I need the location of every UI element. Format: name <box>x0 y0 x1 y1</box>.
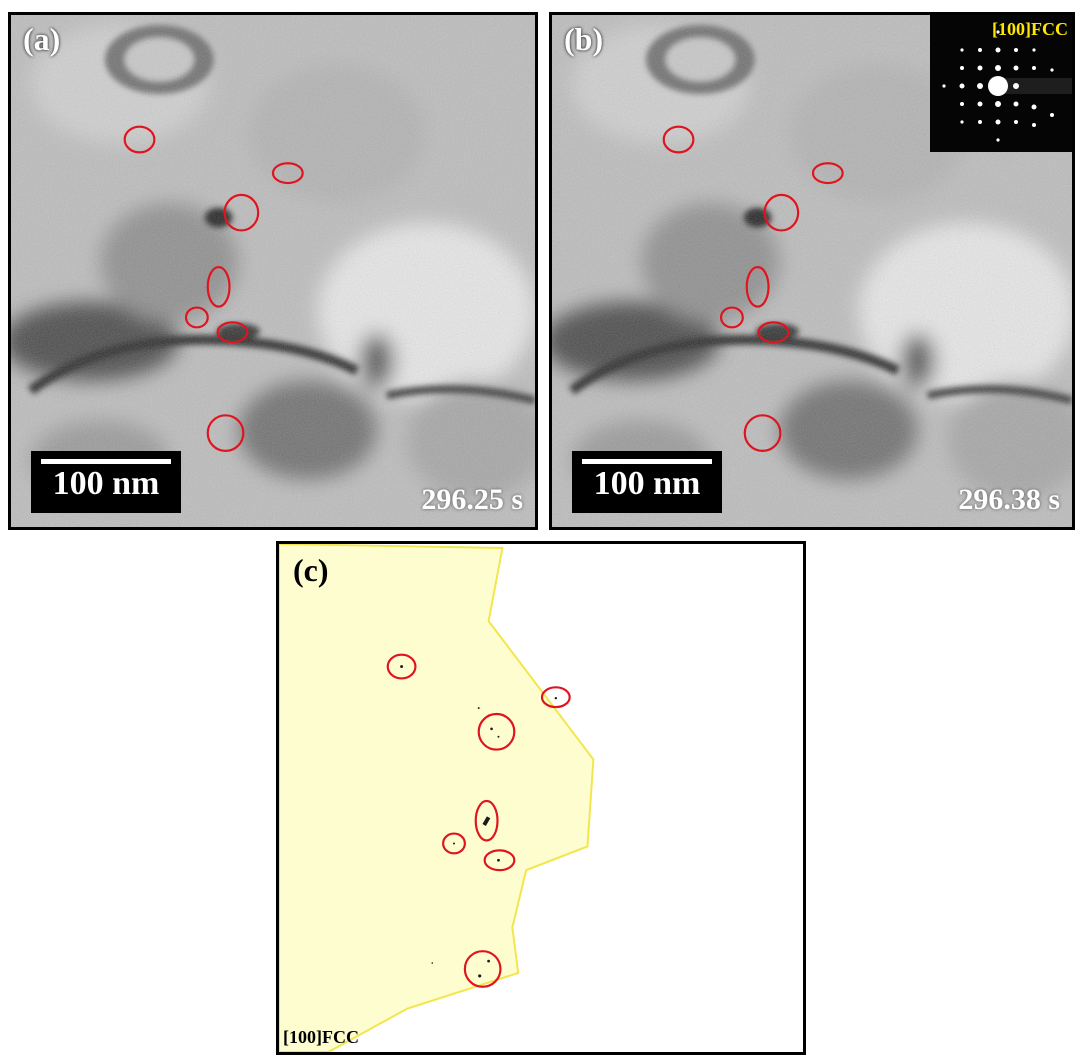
orientation-label: [100]FCC <box>283 1027 359 1047</box>
highlight-circle <box>540 686 571 709</box>
tem-panel-a: (a) 100 nm 296.25 s <box>8 12 538 530</box>
highlight-circle <box>719 306 744 329</box>
highlight-circle <box>184 306 209 329</box>
highlight-circle <box>223 193 260 232</box>
scale-bar-line <box>582 459 712 464</box>
diffraction-label: [100]FCC <box>992 19 1068 39</box>
timestamp-b: 296.38 s <box>958 483 1060 516</box>
diffraction-spots <box>930 15 1072 152</box>
panel-label-c: (c) <box>293 552 329 588</box>
grain-region <box>279 544 595 1052</box>
panel-label-a: (a) <box>23 21 61 57</box>
scale-bar-text: 100 nm <box>593 465 701 502</box>
highlight-circle <box>757 321 790 344</box>
grain-schematic <box>279 544 595 1052</box>
highlight-circle <box>811 162 844 185</box>
highlight-circle <box>206 414 245 452</box>
highlight-circle <box>216 321 249 344</box>
highlight-circle <box>662 125 695 154</box>
scale-bar-a: 100 nm <box>31 451 181 513</box>
highlight-circle <box>763 193 800 232</box>
diffraction-pattern-inset: [100]FCC <box>930 15 1072 152</box>
panel-label-b: (b) <box>564 21 604 57</box>
scale-bar-text: 100 nm <box>52 465 160 502</box>
highlight-circle <box>745 265 770 308</box>
highlight-circle <box>474 799 499 842</box>
tem-micrograph-a <box>11 15 535 527</box>
highlight-circle <box>463 950 502 988</box>
schematic-panel-c: (c) [100]FCC <box>276 541 806 1055</box>
scale-bar-b: 100 nm <box>572 451 722 513</box>
highlight-circle <box>123 125 156 154</box>
highlight-circle <box>477 712 516 751</box>
highlight-circle <box>743 414 782 452</box>
timestamp-a: 296.25 s <box>421 483 523 516</box>
highlight-circle <box>483 849 516 872</box>
highlight-circle <box>386 653 417 680</box>
tem-panel-b: (b) [100]FCC <box>549 12 1075 530</box>
scale-bar-line <box>41 459 171 464</box>
highlight-circle <box>442 832 466 855</box>
highlight-circle <box>271 162 304 185</box>
highlight-circle <box>206 265 231 308</box>
